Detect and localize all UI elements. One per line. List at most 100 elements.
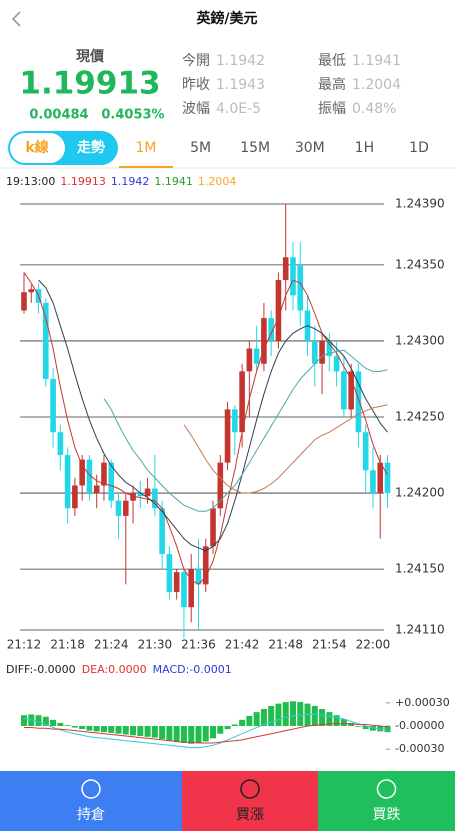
candle-body	[144, 488, 151, 497]
candle-body	[275, 280, 282, 341]
macd-bar	[100, 726, 107, 733]
macd-bar	[239, 719, 246, 726]
macd-bar	[355, 726, 362, 727]
stat-label: 昨收	[182, 77, 210, 93]
candle-body	[108, 462, 115, 501]
macd-bar	[246, 715, 253, 726]
macd-bar	[268, 705, 275, 726]
x-tick-label: 21:30	[138, 638, 173, 652]
candle-body	[64, 455, 71, 509]
macd-bar	[79, 726, 86, 730]
macd-bar	[224, 726, 231, 730]
button-icon	[81, 779, 101, 799]
macd-bar	[108, 726, 115, 733]
info-text: 1.1941	[154, 175, 193, 188]
y-tick-label: 1.24110	[395, 623, 445, 637]
candle-body	[377, 462, 384, 494]
macd-bar	[86, 726, 93, 731]
toggle-kline[interactable]: k線	[25, 139, 48, 156]
info-text: 1.1942	[111, 175, 150, 188]
macd-bar	[122, 726, 129, 735]
button-label[interactable]: 持倉	[77, 807, 105, 823]
macd-bar	[275, 703, 282, 726]
candle-body	[195, 569, 202, 585]
button-label[interactable]: 買跌	[373, 807, 401, 823]
candle-body	[355, 371, 362, 433]
page-title: 英鎊/美元	[195, 10, 257, 27]
macd-bar	[35, 715, 42, 726]
stat-value: 1.2004	[352, 77, 401, 93]
candle-body	[282, 257, 289, 281]
candle-body	[101, 462, 107, 486]
macd-bar	[326, 712, 333, 726]
info-text: 1.2004	[198, 175, 237, 188]
macd-bar	[64, 725, 71, 726]
candle-body	[217, 462, 224, 509]
stat-label: 最高	[318, 76, 346, 93]
candle-body	[246, 348, 253, 372]
candle-body	[28, 289, 35, 293]
macd-bar	[137, 726, 144, 737]
macd-label: DIFF:-0.0000	[6, 663, 76, 676]
macd-bar	[166, 726, 173, 741]
interval-tab[interactable]: 30M	[295, 140, 325, 156]
macd-bar	[231, 724, 238, 726]
action-button[interactable]	[0, 771, 182, 831]
macd-bar	[319, 709, 326, 726]
y-tick-label: 1.24390	[395, 197, 445, 211]
stat-value: 1.1942	[216, 53, 265, 69]
stat-value: 0.48%	[352, 101, 396, 117]
macd-bar	[289, 701, 296, 726]
stat-value: 1.1943	[216, 77, 265, 93]
macd-bar	[50, 719, 57, 726]
macd-label: DEA:0.0000	[82, 663, 147, 676]
macd-line	[24, 723, 388, 744]
info-text: 19:13:00	[6, 175, 55, 188]
candle-body	[21, 292, 27, 311]
interval-tab[interactable]: 5M	[190, 140, 211, 156]
moving-average-line	[103, 349, 388, 512]
candle-body	[202, 546, 209, 585]
candle-body	[188, 569, 195, 608]
stat-label: 今開	[182, 53, 210, 69]
button-label[interactable]: 買漲	[236, 807, 264, 823]
macd-bar	[369, 726, 376, 731]
interval-tab[interactable]: 15M	[240, 140, 270, 156]
stat-label: 波幅	[182, 101, 210, 117]
y-tick-label: 1.24300	[395, 333, 445, 347]
candle-body	[341, 371, 347, 410]
candle-body	[348, 371, 354, 410]
macd-bar	[159, 726, 166, 740]
candle-body	[333, 356, 340, 372]
interval-tab[interactable]: 1H	[355, 140, 374, 156]
macd-bar	[151, 726, 158, 738]
candle-body	[152, 488, 158, 509]
button-icon	[240, 779, 260, 799]
macd-bar	[253, 712, 260, 726]
stat-value: 4.0E-5	[216, 101, 261, 117]
candle-body	[319, 340, 325, 364]
action-button[interactable]	[182, 771, 318, 831]
interval-tab[interactable]: 1D	[409, 140, 429, 156]
candle-body	[93, 485, 100, 494]
macd-bar	[210, 726, 217, 739]
x-tick-label: 21:48	[268, 638, 303, 652]
candle-body	[261, 318, 267, 364]
x-tick-label: 21:54	[312, 638, 347, 652]
candle-body	[50, 378, 56, 433]
action-button[interactable]	[318, 771, 455, 831]
candle-body	[43, 302, 49, 379]
x-tick-label: 21:12	[7, 638, 42, 652]
toggle-trend[interactable]: 走勢	[77, 139, 105, 156]
candle-body	[232, 409, 238, 433]
toggle-active[interactable]	[10, 133, 65, 163]
candle-body	[181, 572, 187, 608]
back-button[interactable]	[11, 11, 21, 27]
y-tick-label: 1.24200	[395, 486, 445, 500]
stat-label: 振幅	[318, 101, 346, 117]
moving-average-line	[183, 404, 388, 494]
macd-bar	[188, 726, 195, 744]
macd-bar	[173, 726, 180, 743]
interval-tab[interactable]: 1M	[136, 140, 157, 156]
